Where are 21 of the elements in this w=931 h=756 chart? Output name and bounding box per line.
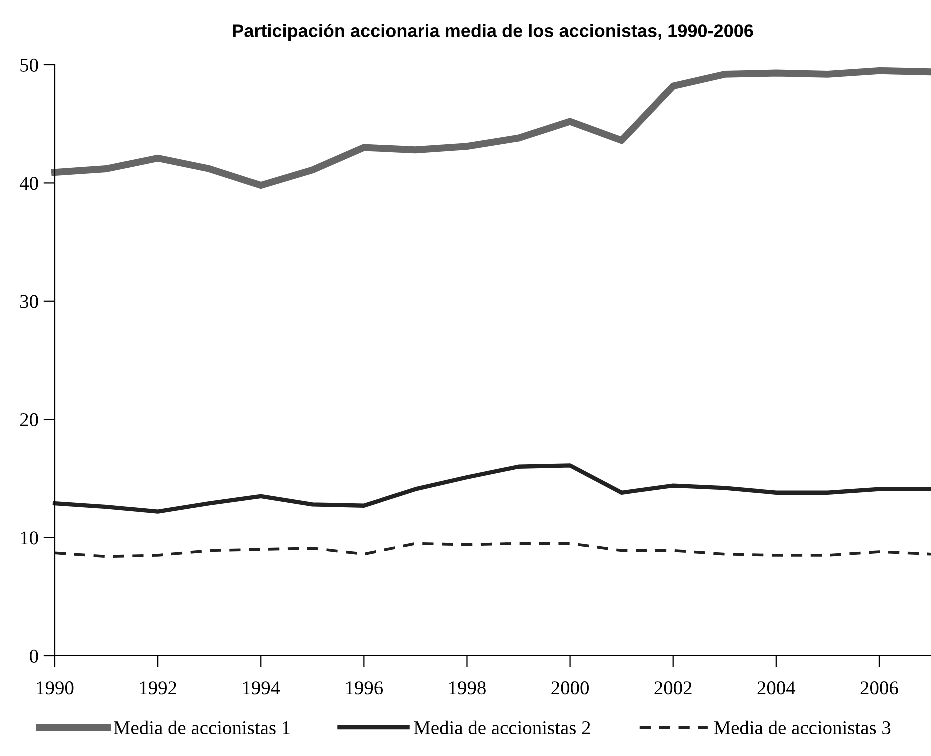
legend-label: Media de accionistas 2 [414,720,590,735]
x-tick-label: 1992 [140,682,176,695]
line-series [52,464,931,514]
x-tick-label: 1996 [346,682,384,695]
y-tick-label: 10 [21,532,38,545]
x-tick-label: 2006 [860,682,898,695]
legend-label: Media de accionistas 1 [114,720,290,735]
chart-title: Participación accionaria media de los accionistas, 1990-2006 [233,24,754,41]
x-tick-label: 1994 [243,682,280,695]
y-tick-label: 40 [20,177,38,190]
line-series [54,542,931,558]
x-tick-label: 2002 [654,682,692,695]
x-tick-label: 2004 [758,682,796,695]
y-tick-label: 20 [20,413,38,427]
x-tick-label: 2000 [552,682,589,695]
legend-label: Media de accionistas 3 [714,720,891,735]
y-tick-label: 0 [30,650,38,663]
y-tick-label: 50 [20,58,38,72]
y-tick-label: 30 [20,295,38,308]
x-tick-label: 1990 [37,682,74,695]
x-tick-label: 1998 [450,682,486,695]
